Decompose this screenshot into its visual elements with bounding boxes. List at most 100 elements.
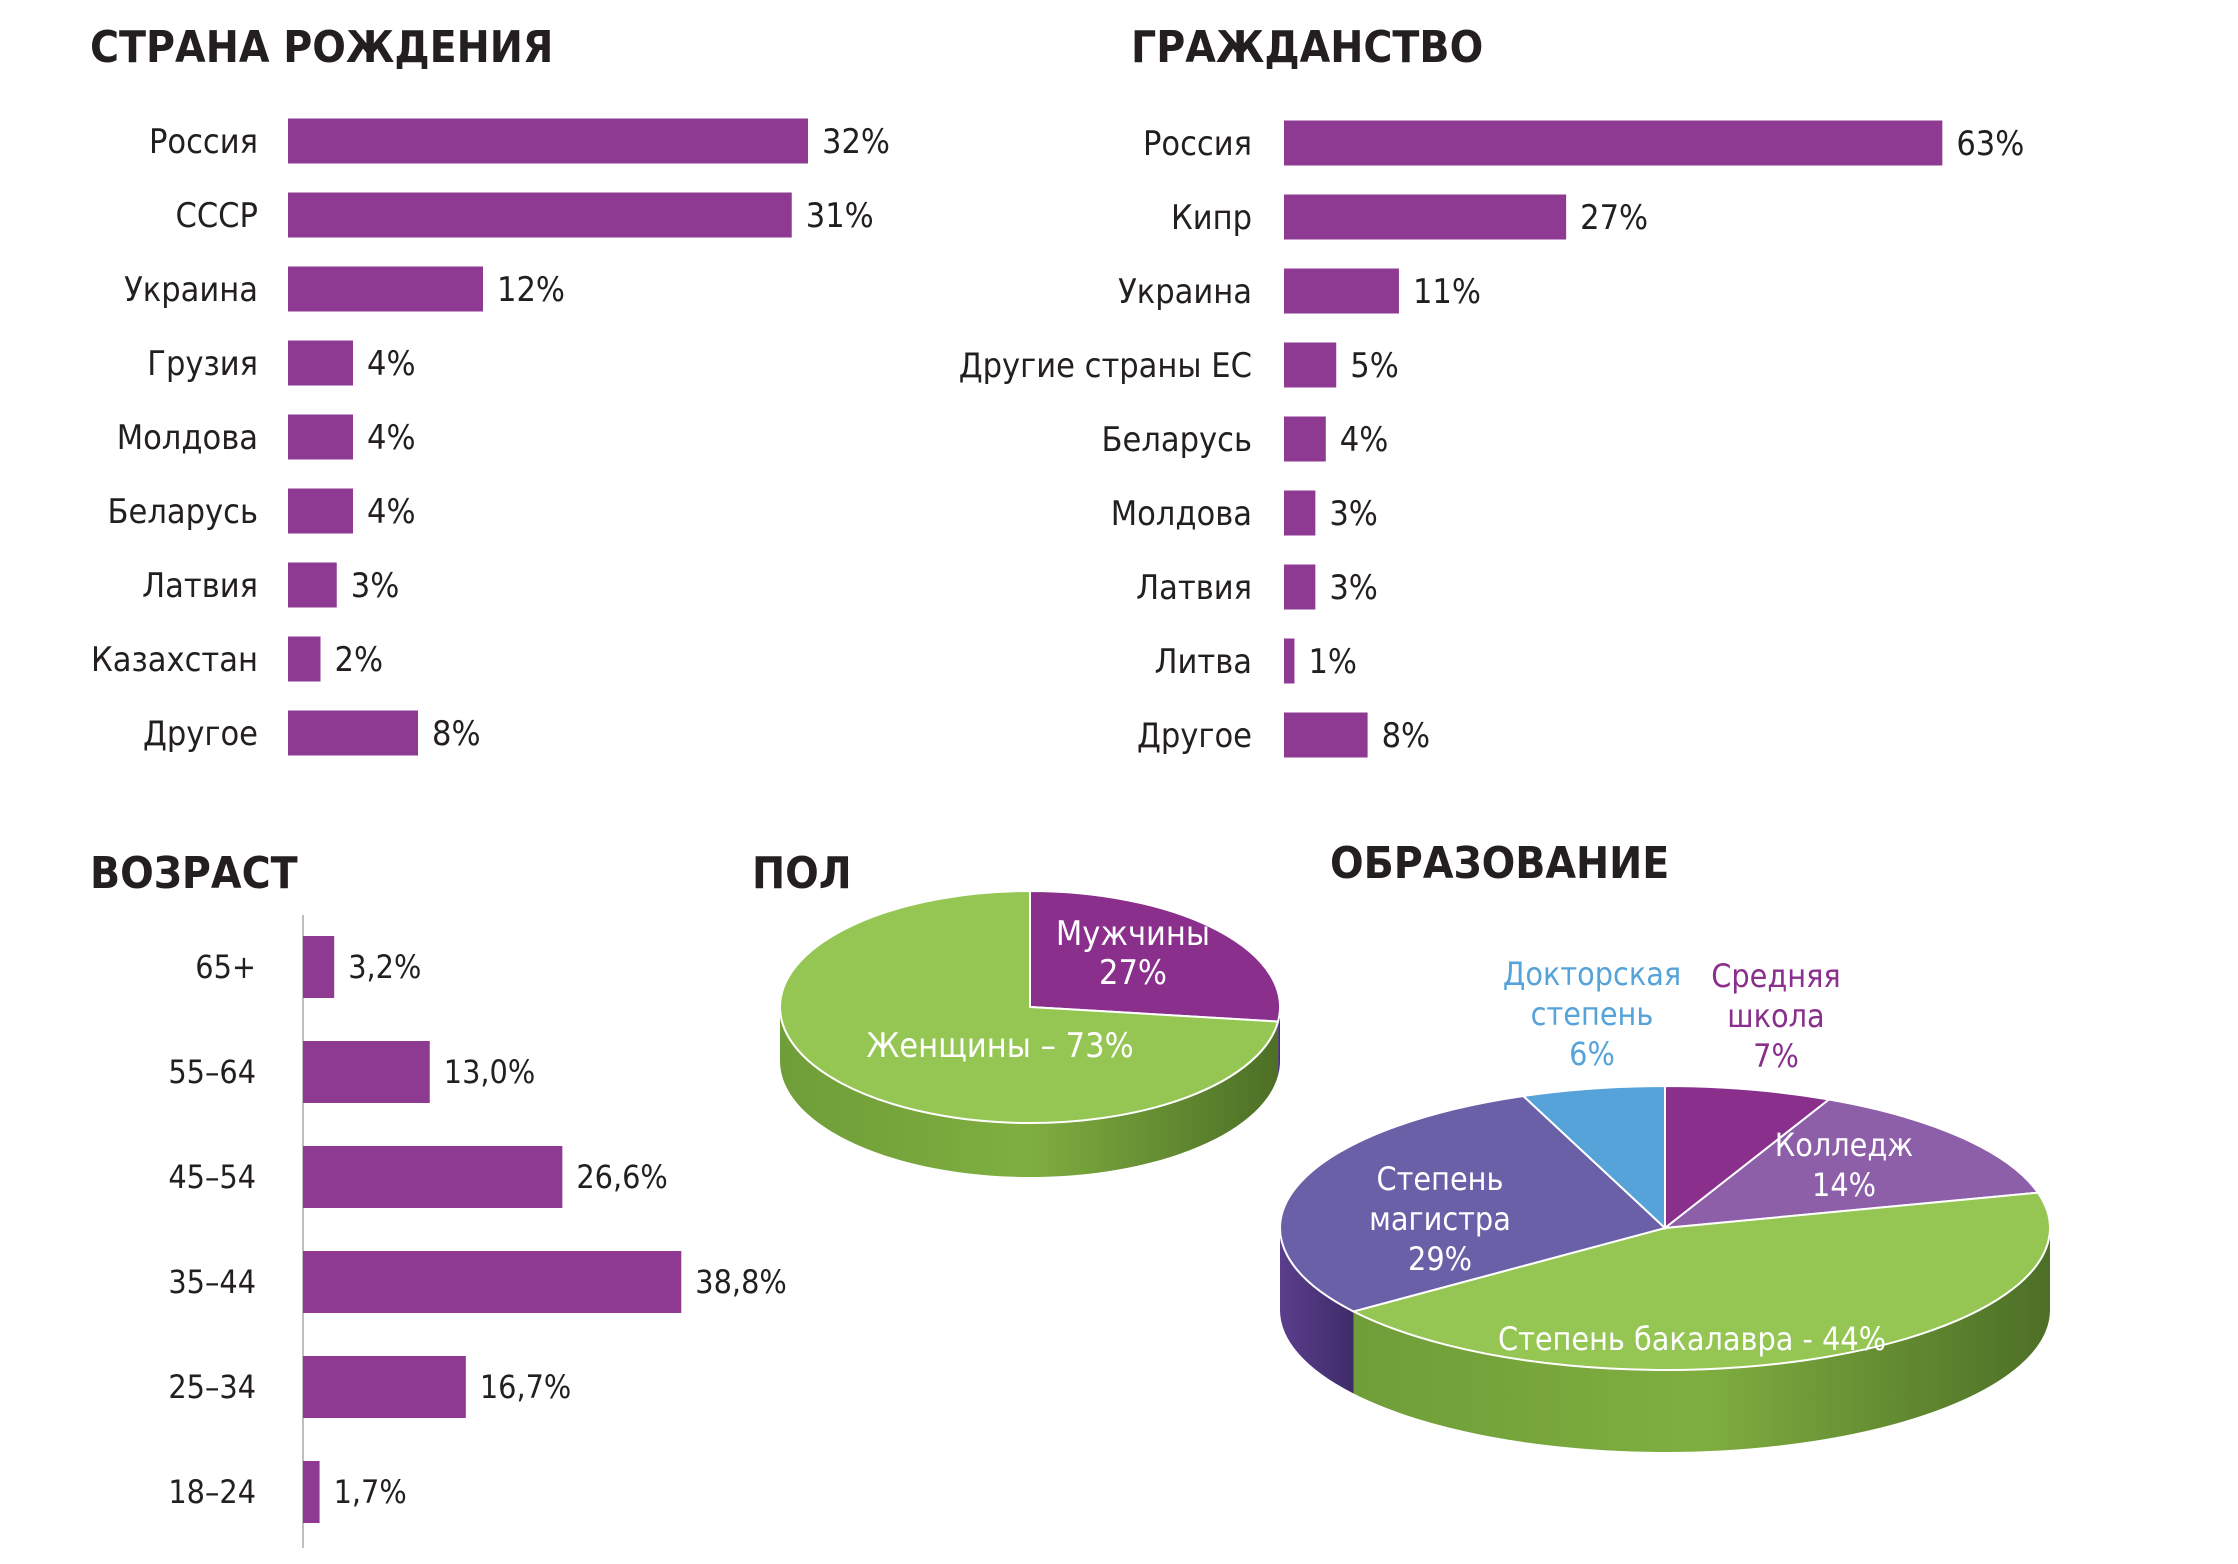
education-master-label: магистра — [1369, 1200, 1511, 1238]
citizenship-chart-bar — [1284, 712, 1368, 758]
birth-country-chart-bar — [288, 414, 353, 460]
birth-country-chart-category-label: Россия — [149, 122, 258, 162]
citizenship-chart-value-label: 27% — [1580, 198, 1648, 238]
birth-country-chart-category-label: Другое — [143, 714, 258, 754]
education-doctorate-label: 6% — [1569, 1035, 1615, 1073]
birth-country-chart-bar — [288, 562, 337, 608]
education-high-school-label: Средняя — [1711, 957, 1840, 995]
birth-country-chart-bar — [288, 118, 808, 164]
age-chart-value-label: 3,2% — [348, 948, 421, 986]
age-chart-value-label: 1,7% — [334, 1473, 407, 1511]
birth-country-chart-value-label: 12% — [497, 270, 565, 310]
age-chart-bar — [303, 1041, 430, 1103]
citizenship-chart-value-label: 3% — [1329, 494, 1378, 534]
birth-country-chart-value-label: 32% — [822, 122, 890, 162]
birth-country-chart-category-label: Молдова — [117, 418, 258, 458]
citizenship-chart-title: ГРАЖДАНСТВО — [1131, 22, 1483, 73]
age-chart-category-label: 35–44 — [168, 1263, 256, 1301]
gender-chart-slice — [1029, 889, 1281, 1023]
age-chart-title: ВОЗРАСТ — [90, 848, 298, 899]
citizenship-chart-category-label: Другие страны ЕС — [959, 346, 1252, 386]
birth-country-chart-value-label: 4% — [367, 344, 416, 384]
birth-country-chart-value-label: 8% — [432, 714, 481, 754]
age-chart: ВОЗРАСТ 65+ 3,2% 55–64 13,0% 45–54 26,6% 35–44 3… — [90, 848, 787, 1548]
education-chart-slice — [1661, 1098, 2040, 1230]
citizenship-chart-bar — [1284, 120, 1943, 166]
education-chart-slice — [1521, 1084, 1666, 1231]
birth-country-chart-value-label: 2% — [335, 640, 384, 680]
citizenship-chart-value-label: 4% — [1340, 420, 1389, 460]
citizenship-chart-category-label: Молдова — [1111, 494, 1252, 534]
gender-chart-title: ПОЛ — [752, 848, 852, 899]
birth-country-chart-bar — [288, 266, 483, 312]
birth-country-chart-category-label: СССР — [175, 196, 258, 236]
education-doctorate-label: Докторская — [1503, 955, 1681, 993]
birth-country-chart-bar — [288, 340, 353, 386]
age-chart-value-label: 38,8% — [695, 1263, 786, 1301]
age-chart-category-label: 65+ — [195, 948, 256, 986]
birth-country-chart-category-label: Грузия — [147, 344, 258, 384]
age-chart-value-label: 16,7% — [480, 1368, 571, 1406]
birth-country-chart-category-label: Беларусь — [108, 492, 258, 532]
citizenship-chart-bar — [1284, 564, 1316, 610]
citizenship-chart-value-label: 11% — [1413, 272, 1481, 312]
citizenship-chart-value-label: 5% — [1350, 346, 1399, 386]
gender-chart-slice-side — [1278, 1007, 1280, 1076]
citizenship-chart-category-label: Беларусь — [1102, 420, 1252, 460]
citizenship-chart-value-label: 8% — [1382, 716, 1431, 756]
age-chart-value-label: 13,0% — [444, 1053, 535, 1091]
age-chart-bar — [303, 1356, 466, 1418]
age-chart-bar — [303, 936, 335, 998]
birth-country-chart-bar — [288, 710, 418, 756]
birth-country-chart-category-label: Латвия — [142, 566, 258, 606]
education-high-school-label: школа — [1727, 997, 1824, 1035]
birth-country-chart-bar — [288, 636, 321, 682]
education-chart-slice — [1350, 1191, 2051, 1371]
gender-women-label: Женщины – 73% — [866, 1026, 1133, 1066]
education-chart-slice-side — [1353, 1228, 2050, 1452]
gender-chart-slice — [779, 889, 1280, 1124]
citizenship-chart-bar — [1284, 268, 1399, 314]
birth-country-chart-category-label: Казахстан — [91, 640, 258, 680]
gender-chart-slice-side — [779, 1007, 1279, 1178]
education-master-label: Степень — [1377, 1160, 1504, 1198]
birth-country-chart-category-label: Украина — [124, 270, 258, 310]
birth-country-chart-bar — [288, 192, 792, 238]
citizenship-chart-category-label: Литва — [1155, 642, 1252, 682]
education-chart-slice-side — [1280, 1228, 1354, 1394]
birth-country-chart-bar — [288, 488, 353, 534]
citizenship-chart-value-label: 3% — [1329, 568, 1378, 608]
education-college-label: 14% — [1812, 1166, 1876, 1204]
age-chart-category-label: 18–24 — [168, 1473, 256, 1511]
education-chart-slice — [1279, 1094, 1668, 1313]
age-chart-value-label: 26,6% — [576, 1158, 667, 1196]
age-chart-category-label: 25–34 — [168, 1368, 256, 1406]
citizenship-chart-bar — [1284, 638, 1295, 684]
education-chart-slice — [1664, 1084, 1832, 1231]
citizenship-chart-bar — [1284, 416, 1326, 462]
education-chart-title: ОБРАЗОВАНИЕ — [1330, 838, 1669, 889]
birth-country-chart-value-label: 4% — [367, 418, 416, 458]
education-master-label: 29% — [1408, 1240, 1472, 1278]
education-bachelor-label: Степень бакалавра - 44% — [1498, 1320, 1886, 1358]
age-chart-category-label: 55–64 — [168, 1053, 256, 1091]
birth-country-chart-title: СТРАНА РОЖДЕНИЯ — [90, 22, 553, 73]
birth-country-chart-value-label: 31% — [806, 196, 874, 236]
citizenship-chart-bar — [1284, 342, 1337, 388]
gender-men-label: Мужчины — [1056, 914, 1210, 954]
citizenship-chart-bar — [1284, 194, 1567, 240]
birth-country-chart-value-label: 3% — [351, 566, 400, 606]
citizenship-chart: ГРАЖДАНСТВО Россия 63% Кипр 27% Украина 11% Дру… — [959, 22, 2024, 758]
citizenship-chart-category-label: Россия — [1143, 124, 1252, 164]
birth-country-chart-value-label: 4% — [367, 492, 416, 532]
citizenship-chart-category-label: Латвия — [1136, 568, 1252, 608]
age-chart-bar — [303, 1461, 320, 1523]
age-chart-category-label: 45–54 — [168, 1158, 256, 1196]
citizenship-chart-bar — [1284, 490, 1316, 536]
education-high-school-label: 7% — [1753, 1037, 1799, 1075]
gender-men-value: 27% — [1099, 953, 1167, 993]
birth-country-chart: СТРАНА РОЖДЕНИЯ Россия 32% СССР 31% Украина 12… — [90, 22, 890, 756]
